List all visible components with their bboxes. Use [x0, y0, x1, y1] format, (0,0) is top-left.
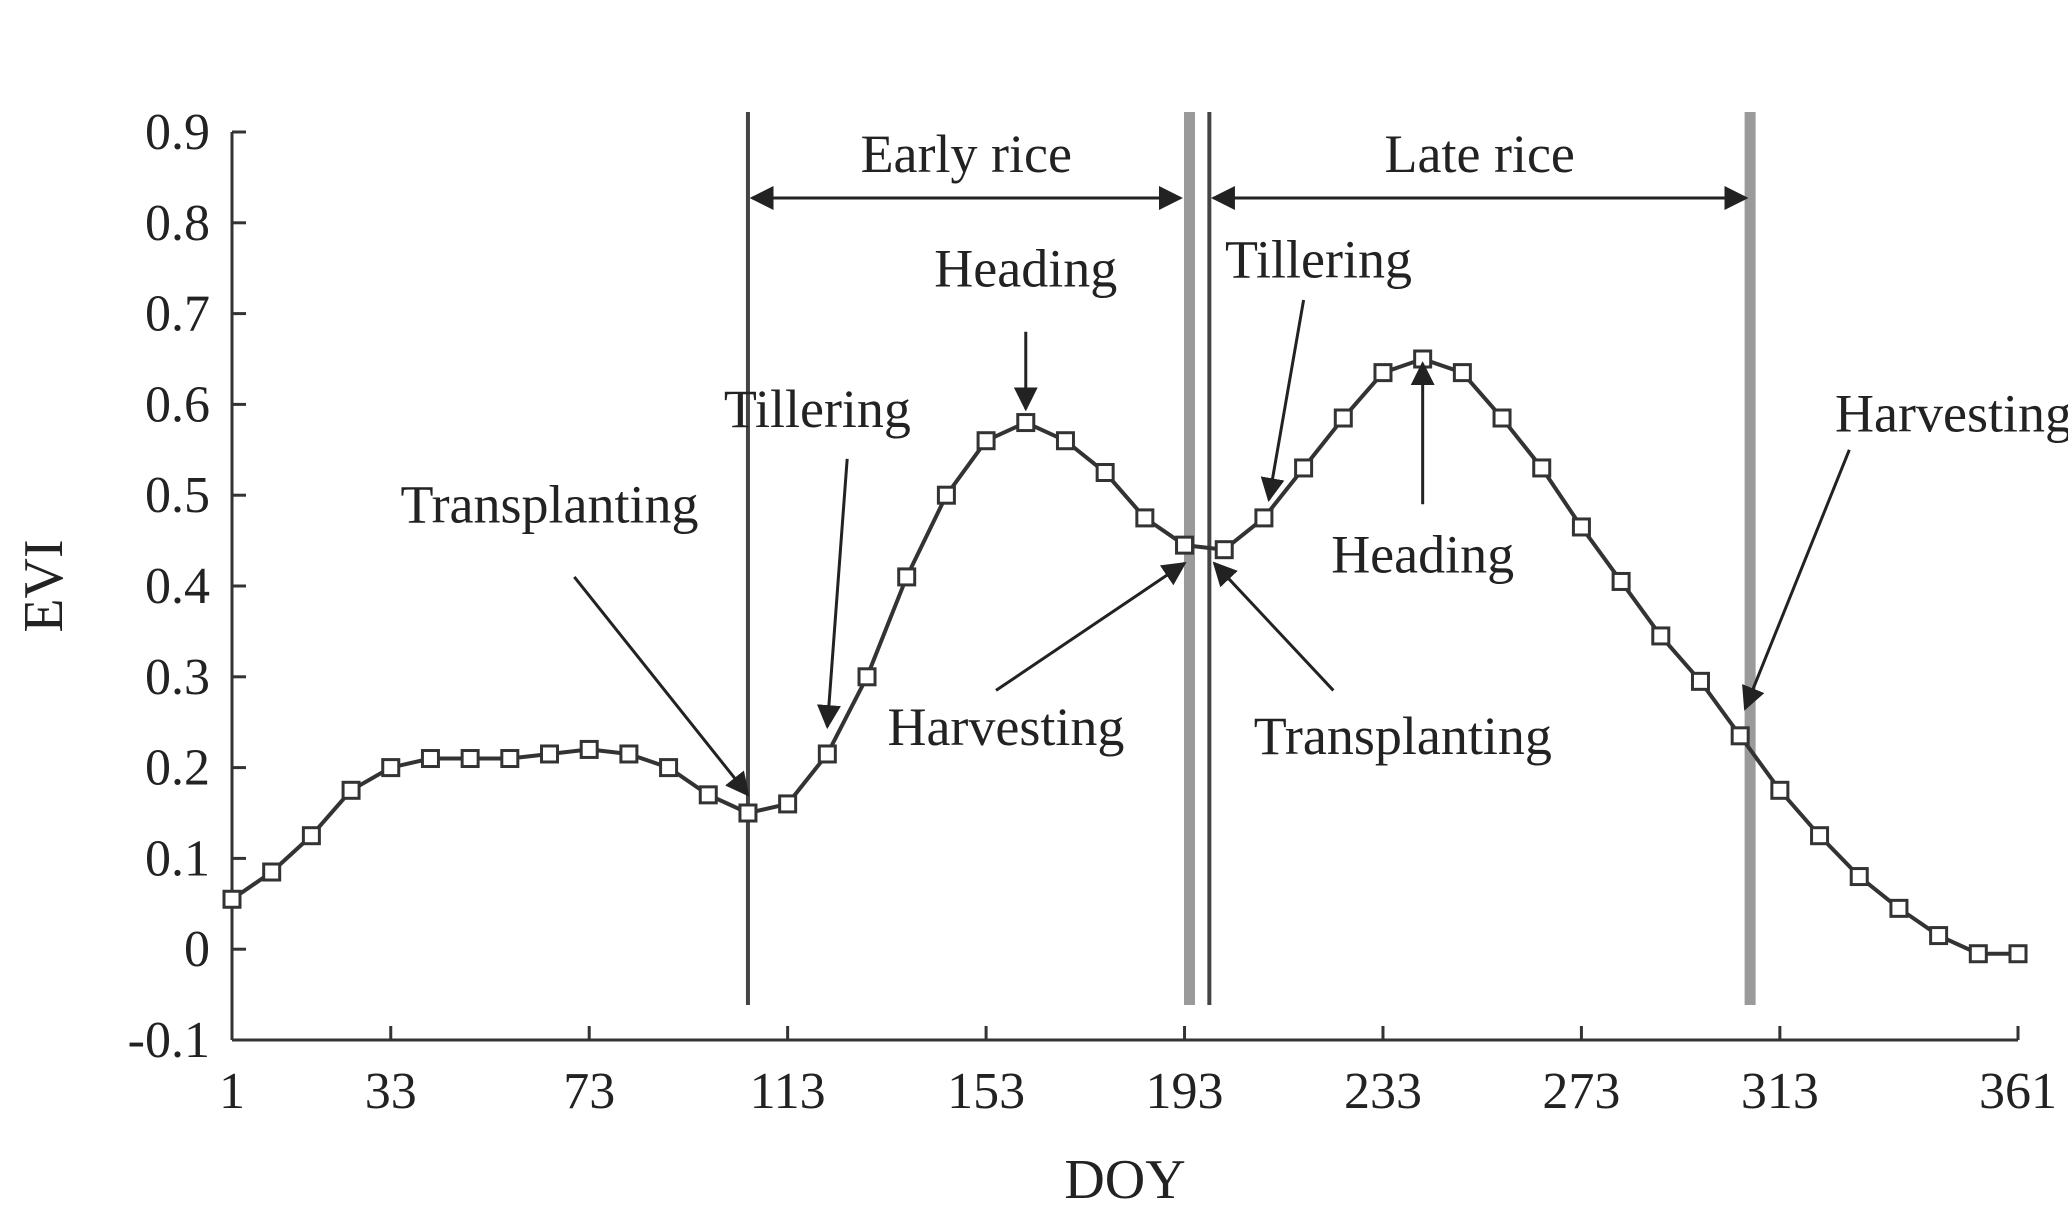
evi-series — [222, 349, 2028, 964]
data-point — [659, 758, 679, 778]
data-point — [1611, 571, 1631, 591]
annotation-label: Transplanting — [1254, 706, 1552, 766]
data-point — [1532, 458, 1552, 478]
data-point — [222, 889, 242, 909]
annotation-label: Heading — [1331, 524, 1514, 584]
data-point — [381, 758, 401, 778]
y-tick-label: 0.1 — [145, 830, 210, 887]
annotation-arrow — [995, 561, 1187, 692]
data-point — [1929, 926, 1949, 946]
data-point — [2008, 944, 2028, 964]
annotation-label: Transplanting — [400, 474, 698, 534]
data-point — [341, 780, 361, 800]
data-point — [936, 485, 956, 505]
data-point — [1294, 458, 1314, 478]
y-tick-label: 0.7 — [145, 286, 210, 343]
data-point — [778, 794, 798, 814]
data-point — [1095, 463, 1115, 482]
y-tick-label: 0.2 — [145, 740, 210, 797]
data-point — [1849, 867, 1869, 887]
data-point — [738, 803, 758, 823]
y-tick-label: 0.8 — [145, 195, 210, 252]
data-point — [1333, 408, 1353, 428]
data-point — [1690, 671, 1710, 691]
season-periods: Early rice Late rice — [749, 124, 1749, 210]
data-point — [1889, 898, 1909, 918]
series-line — [230, 356, 2018, 956]
data-point — [1810, 826, 1830, 846]
x-tick-label: 33 — [365, 1063, 417, 1120]
data-point — [500, 749, 520, 769]
data-point — [1016, 413, 1036, 433]
data-point — [1730, 726, 1750, 746]
data-point — [1373, 363, 1393, 383]
data-point — [460, 749, 480, 769]
data-point — [579, 739, 599, 759]
annotation-arrow — [816, 458, 849, 730]
data-point — [897, 567, 917, 587]
data-point — [698, 785, 718, 805]
y-tick-label: 0.9 — [145, 104, 210, 161]
x-tick-label: 361 — [1979, 1063, 2057, 1120]
x-tick-label: 313 — [1741, 1063, 1819, 1120]
axes: -0.1 0 0.1 0.2 0.3 0.4 0.5 0.6 0.7 0.8 0.9 1 33 73 113… — [13, 104, 2057, 1211]
x-tick-label: 273 — [1542, 1063, 1620, 1120]
period-label: Late rice — [1385, 124, 1575, 184]
x-tick-label: 73 — [563, 1063, 615, 1120]
y-axis-title: EVI — [13, 539, 75, 632]
data-point — [817, 744, 837, 764]
period-label: Early rice — [861, 124, 1072, 184]
data-point — [301, 826, 321, 846]
x-tick-label: 113 — [750, 1063, 826, 1120]
phase-boundary-lines — [745, 112, 1756, 1005]
x-tick-label: 153 — [947, 1063, 1025, 1120]
x-tick-label: 193 — [1146, 1063, 1224, 1120]
annotation-arrow — [573, 575, 750, 797]
x-axis-title: DOY — [1064, 1149, 1185, 1211]
data-point — [1968, 944, 1988, 964]
data-point — [1254, 508, 1274, 528]
data-point — [540, 744, 560, 764]
data-point — [420, 749, 440, 769]
annotation-label: Harvesting — [1835, 384, 2068, 444]
data-point — [1651, 626, 1671, 646]
x-tick-label: 1 — [219, 1063, 245, 1120]
data-point — [1452, 363, 1472, 383]
phenology-annotations: Transplanting Tillering Heading Harvesting T… — [400, 229, 2068, 797]
y-tick-label: 0 — [184, 921, 210, 978]
annotation-arrow — [1212, 561, 1335, 692]
y-tick-label: 0.4 — [145, 558, 210, 615]
data-point — [1571, 517, 1591, 537]
data-point — [262, 862, 282, 882]
x-tick-label: 233 — [1344, 1063, 1422, 1120]
y-tick-label: 0.5 — [145, 467, 210, 524]
data-point — [976, 431, 996, 451]
data-point — [1135, 508, 1155, 528]
data-point — [1214, 540, 1234, 560]
annotation-label: Tillering — [724, 379, 911, 439]
data-point — [1055, 431, 1075, 451]
y-tick-label: 0.3 — [145, 649, 210, 706]
annotation-label: Harvesting — [887, 697, 1124, 757]
data-point — [857, 667, 877, 687]
annotation-arrow — [1260, 299, 1306, 503]
data-point — [1770, 780, 1790, 800]
y-tick-label: 0.6 — [145, 376, 210, 433]
y-tick-label: -0.1 — [128, 1012, 210, 1069]
data-point — [1492, 408, 1512, 428]
annotation-label: Heading — [934, 238, 1117, 298]
data-point — [619, 744, 639, 764]
annotation-arrow — [1742, 449, 1851, 711]
annotation-label: Tillering — [1225, 229, 1412, 289]
data-point — [1175, 535, 1195, 555]
